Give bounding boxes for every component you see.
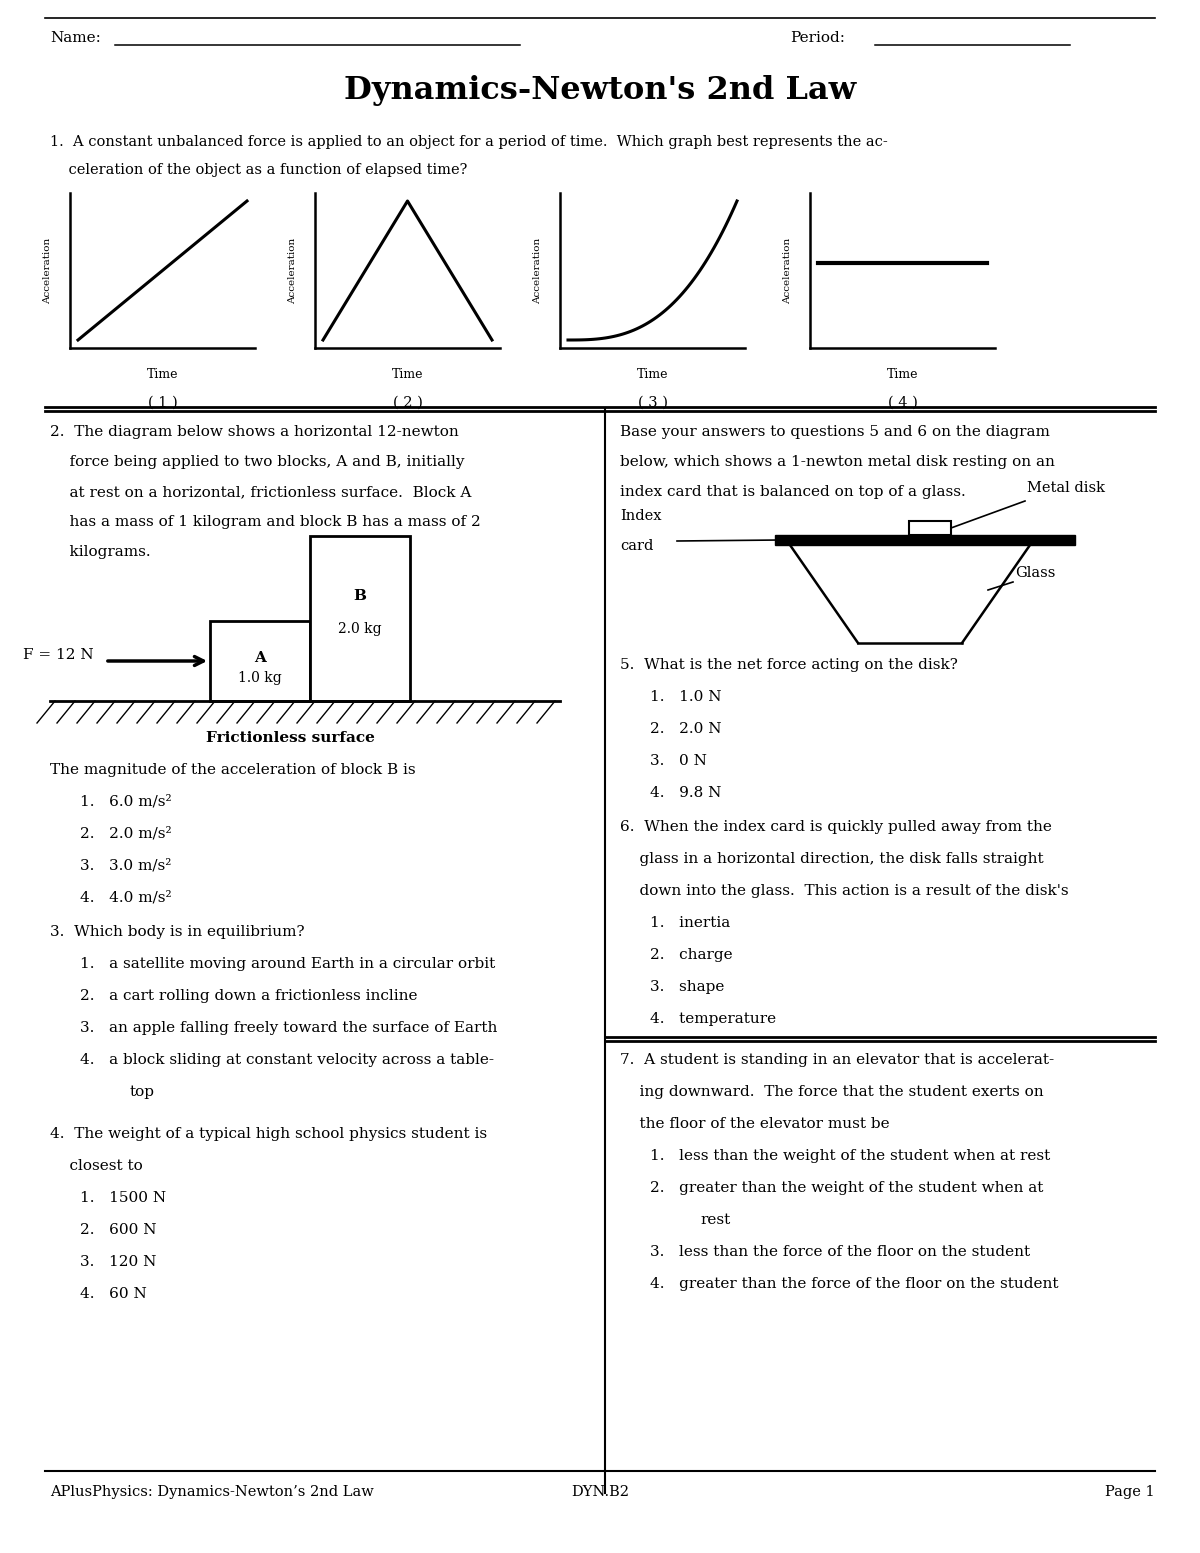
Text: has a mass of 1 kilogram and block B has a mass of 2: has a mass of 1 kilogram and block B has… <box>50 516 481 530</box>
Text: 2.0 kg: 2.0 kg <box>338 621 382 635</box>
Text: 4.   9.8 N: 4. 9.8 N <box>650 786 721 800</box>
Text: Time: Time <box>887 368 918 380</box>
Text: ( 1 ): ( 1 ) <box>148 396 178 410</box>
Text: index card that is balanced on top of a glass.: index card that is balanced on top of a … <box>620 485 966 499</box>
Bar <box>908 520 950 534</box>
Text: 2.   charge: 2. charge <box>650 947 733 961</box>
Text: 1.   less than the weight of the student when at rest: 1. less than the weight of the student w… <box>650 1149 1050 1163</box>
Text: down into the glass.  This action is a result of the disk's: down into the glass. This action is a re… <box>620 884 1069 898</box>
Text: A: A <box>254 651 266 665</box>
Text: 2.  The diagram below shows a horizontal 12-newton: 2. The diagram below shows a horizontal … <box>50 426 458 439</box>
Text: 7.  A student is standing in an elevator that is accelerat-: 7. A student is standing in an elevator … <box>620 1053 1054 1067</box>
Text: Acceleration: Acceleration <box>534 238 542 304</box>
Text: Page 1: Page 1 <box>1105 1485 1154 1499</box>
Text: 4.   a block sliding at constant velocity across a table-: 4. a block sliding at constant velocity … <box>80 1053 494 1067</box>
Text: 2.   600 N: 2. 600 N <box>80 1224 156 1238</box>
Text: 3.   less than the force of the floor on the student: 3. less than the force of the floor on t… <box>650 1246 1030 1259</box>
Bar <box>210 621 310 700</box>
Text: 1.   a satellite moving around Earth in a circular orbit: 1. a satellite moving around Earth in a … <box>80 957 496 971</box>
Text: Glass: Glass <box>1015 565 1055 579</box>
Text: 4.   4.0 m/s²: 4. 4.0 m/s² <box>80 891 172 905</box>
Text: 6.  When the index card is quickly pulled away from the: 6. When the index card is quickly pulled… <box>620 820 1052 834</box>
Text: 4.   temperature: 4. temperature <box>650 1013 776 1027</box>
Text: Name:: Name: <box>50 31 101 45</box>
Text: Metal disk: Metal disk <box>1027 481 1105 495</box>
Text: the floor of the elevator must be: the floor of the elevator must be <box>620 1117 889 1131</box>
Text: ( 4 ): ( 4 ) <box>888 396 918 410</box>
Text: ( 3 ): ( 3 ) <box>637 396 667 410</box>
Text: kilograms.: kilograms. <box>50 545 151 559</box>
Text: 1.0 kg: 1.0 kg <box>238 671 282 685</box>
Text: 4.   greater than the force of the floor on the student: 4. greater than the force of the floor o… <box>650 1277 1058 1291</box>
Text: 3.   shape: 3. shape <box>650 980 725 994</box>
Text: 3.   120 N: 3. 120 N <box>80 1255 156 1269</box>
Text: 4.  The weight of a typical high school physics student is: 4. The weight of a typical high school p… <box>50 1127 487 1141</box>
Text: 3.   3.0 m/s²: 3. 3.0 m/s² <box>80 859 172 873</box>
Text: 1.   1.0 N: 1. 1.0 N <box>650 690 721 704</box>
Text: Dynamics-Newton's 2nd Law: Dynamics-Newton's 2nd Law <box>344 75 856 106</box>
Text: Acceleration: Acceleration <box>43 238 53 304</box>
Text: rest: rest <box>700 1213 731 1227</box>
Text: 2.   2.0 N: 2. 2.0 N <box>650 722 721 736</box>
Text: The magnitude of the acceleration of block B is: The magnitude of the acceleration of blo… <box>50 763 415 776</box>
Text: top: top <box>130 1086 155 1100</box>
Text: 1.   inertia: 1. inertia <box>650 916 731 930</box>
Text: Index: Index <box>620 509 661 523</box>
Text: DYN.B2: DYN.B2 <box>571 1485 629 1499</box>
Text: Time: Time <box>146 368 179 380</box>
Text: 2.   2.0 m/s²: 2. 2.0 m/s² <box>80 828 172 842</box>
Text: card: card <box>620 539 653 553</box>
Text: ing downward.  The force that the student exerts on: ing downward. The force that the student… <box>620 1086 1044 1100</box>
Text: at rest on a horizontal, frictionless surface.  Block A: at rest on a horizontal, frictionless su… <box>50 485 472 499</box>
Text: Time: Time <box>637 368 668 380</box>
Text: 3.  Which body is in equilibrium?: 3. Which body is in equilibrium? <box>50 926 305 940</box>
Text: 2.   a cart rolling down a frictionless incline: 2. a cart rolling down a frictionless in… <box>80 989 418 1003</box>
Text: APlusPhysics: Dynamics-Newton’s 2nd Law: APlusPhysics: Dynamics-Newton’s 2nd Law <box>50 1485 373 1499</box>
Text: 1.   1500 N: 1. 1500 N <box>80 1191 166 1205</box>
Text: ( 2 ): ( 2 ) <box>392 396 422 410</box>
Text: F = 12 N: F = 12 N <box>23 648 94 662</box>
Text: 3.   0 N: 3. 0 N <box>650 755 707 769</box>
Text: force being applied to two blocks, A and B, initially: force being applied to two blocks, A and… <box>50 455 464 469</box>
Text: Frictionless surface: Frictionless surface <box>205 731 374 745</box>
Text: below, which shows a 1-newton metal disk resting on an: below, which shows a 1-newton metal disk… <box>620 455 1055 469</box>
Text: 4.   60 N: 4. 60 N <box>80 1287 146 1301</box>
Text: B: B <box>354 589 366 603</box>
Text: closest to: closest to <box>50 1159 143 1173</box>
Text: 1.   6.0 m/s²: 1. 6.0 m/s² <box>80 795 172 809</box>
Text: Period:: Period: <box>790 31 845 45</box>
Text: Acceleration: Acceleration <box>288 238 298 304</box>
Bar <box>775 534 1075 545</box>
Text: 5.  What is the net force acting on the disk?: 5. What is the net force acting on the d… <box>620 658 958 672</box>
Text: glass in a horizontal direction, the disk falls straight: glass in a horizontal direction, the dis… <box>620 853 1044 867</box>
Text: Base your answers to questions 5 and 6 on the diagram: Base your answers to questions 5 and 6 o… <box>620 426 1050 439</box>
Text: 1.  A constant unbalanced force is applied to an object for a period of time.  W: 1. A constant unbalanced force is applie… <box>50 135 888 149</box>
Text: celeration of the object as a function of elapsed time?: celeration of the object as a function o… <box>50 163 467 177</box>
Text: 2.   greater than the weight of the student when at: 2. greater than the weight of the studen… <box>650 1180 1043 1194</box>
Text: Time: Time <box>391 368 424 380</box>
Text: 3.   an apple falling freely toward the surface of Earth: 3. an apple falling freely toward the su… <box>80 1020 497 1034</box>
Bar <box>310 536 410 700</box>
Text: Acceleration: Acceleration <box>784 238 792 304</box>
